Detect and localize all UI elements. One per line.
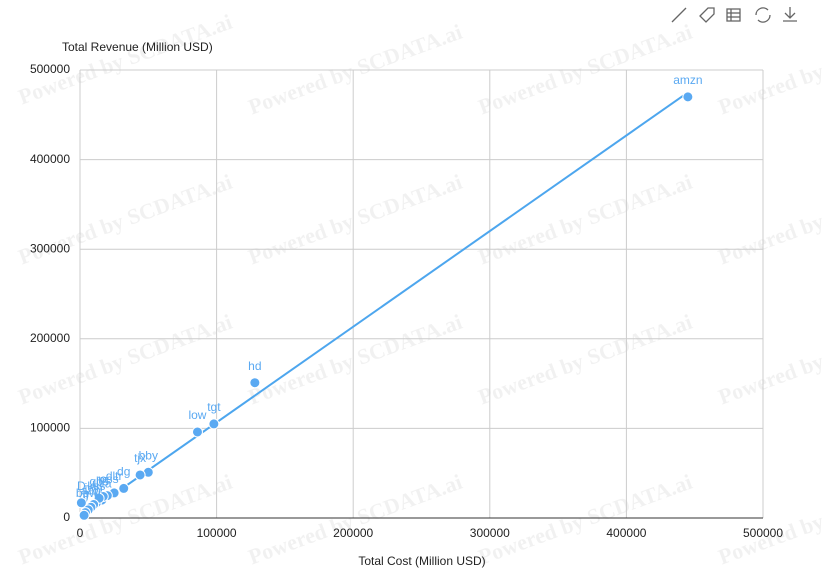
watermark: Powered by SCDATA.ai: [245, 309, 465, 410]
point-label: jwn: [84, 481, 103, 495]
point-label: low: [188, 408, 206, 422]
line-tool[interactable]: [671, 7, 687, 23]
watermark: Powered by SCDATA.ai: [245, 169, 465, 270]
watermark: Powered by SCDATA.ai: [475, 309, 695, 410]
point: [118, 482, 130, 494]
point-label: kss: [87, 479, 105, 493]
point: [682, 91, 694, 103]
y-tick-label: 300000: [30, 241, 70, 255]
x-tick-label: 500000: [743, 526, 783, 540]
point: [191, 426, 203, 438]
point-label: fl: [82, 489, 88, 503]
toolbar: [671, 7, 797, 23]
watermark: Powered by SCDATA.ai: [475, 469, 695, 570]
point-label: bbwi: [76, 486, 101, 500]
download-tool[interactable]: [783, 7, 797, 22]
tag-tool[interactable]: [699, 7, 715, 23]
watermark: Powered by SCDATA.ai: [245, 19, 465, 120]
point: [208, 418, 220, 430]
point: [249, 377, 261, 389]
y-tick-label: 200000: [30, 331, 70, 345]
point-label: amzn: [673, 73, 702, 87]
point-label: dltr: [106, 469, 123, 483]
x-tick-label: 100000: [197, 526, 237, 540]
y-tick-label: 100000: [30, 421, 70, 435]
point-label: ulta: [92, 476, 112, 490]
point: [78, 509, 90, 521]
point-label: m: [98, 473, 108, 487]
y-tick-label: 400000: [30, 152, 70, 166]
point-label: bby: [139, 448, 158, 462]
x-axis-title: Total Cost (Million USD): [358, 554, 485, 568]
point-label: aap: [81, 483, 101, 497]
watermark: Powered by SCDATA.ai: [15, 309, 235, 410]
trend-line: [79, 91, 689, 519]
watermark: Powered by SCDATA.ai: [475, 19, 695, 120]
watermark: Powered by SCDATA.ai: [715, 19, 823, 120]
point-label: D: [77, 479, 86, 493]
x-tick-label: 400000: [606, 526, 646, 540]
point-label: tgt: [207, 400, 221, 414]
watermark: Powered by SCDATA.ai: [715, 309, 823, 410]
x-tick-label: 300000: [470, 526, 510, 540]
point-label: gps: [89, 474, 108, 488]
point-label: ross: [96, 472, 119, 486]
x-tick-label: 200000: [333, 526, 373, 540]
y-tick-label: 500000: [30, 62, 70, 76]
y-tick-label: 0: [63, 510, 70, 524]
watermark: Powered by SCDATA.ai: [715, 169, 823, 270]
point: [75, 497, 87, 509]
x-tick-label: 0: [77, 526, 84, 540]
point-label: dg: [117, 465, 130, 479]
watermark: Powered by SCDATA.ai: [715, 469, 823, 570]
point: [134, 469, 146, 481]
watermark: Powered by SCDATA.ai: [15, 9, 235, 110]
refresh-tool[interactable]: [755, 7, 771, 23]
table-tool[interactable]: [726, 8, 741, 22]
point-label: hd: [248, 359, 261, 373]
point-label: tjx: [134, 451, 146, 465]
y-axis-title: Total Revenue (Million USD): [62, 40, 213, 54]
